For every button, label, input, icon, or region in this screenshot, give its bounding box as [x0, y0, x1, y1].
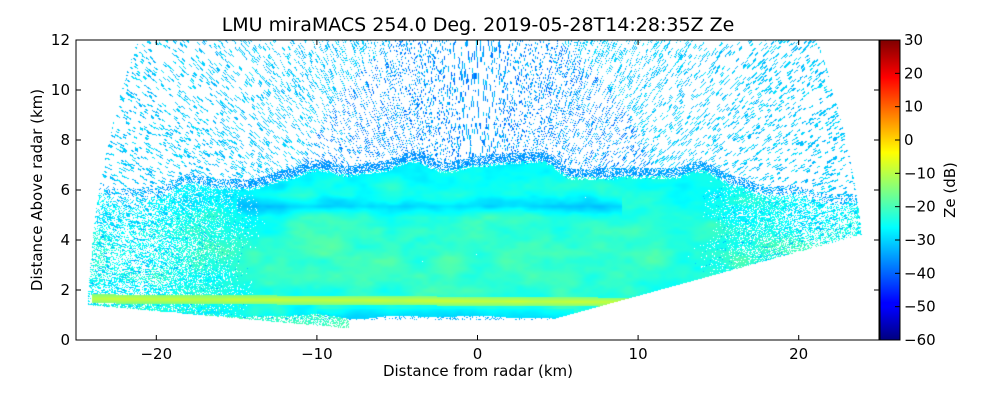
x-tick-label: 0 [473, 345, 483, 363]
colorbar-tick-label: −20 [904, 198, 936, 216]
colorbar-tick-label: −40 [904, 264, 936, 282]
y-tick-label: 8 [60, 131, 70, 149]
x-tick-label: −10 [301, 345, 333, 363]
colorbar-label: Ze (dB) [941, 162, 959, 218]
y-axis-label: Distance Above radar (km) [28, 89, 46, 291]
y-tick-label: 2 [60, 281, 70, 299]
colorbar-tick-label: −30 [904, 231, 936, 249]
colorbar-tick-label: 20 [904, 64, 923, 82]
y-tick-label: 0 [60, 331, 70, 349]
colorbar-tick-label: −50 [904, 298, 936, 316]
colorbar-tick-label: 10 [904, 98, 923, 116]
colorbar-tick-label: −60 [904, 331, 936, 349]
colorbar-tick-label: 30 [904, 31, 923, 49]
x-tick-label: 20 [789, 345, 808, 363]
chart-title: LMU miraMACS 254.0 Deg. 2019-05-28T14:28… [222, 14, 735, 36]
reflectivity-image [76, 40, 879, 340]
y-axis: 0 2 4 6 8 10 12 [51, 31, 879, 349]
colorbar-axis: 30 20 10 0 −10 −20 −30 −40 −50 −60 [895, 31, 936, 349]
y-tick-label: 4 [60, 231, 70, 249]
y-tick-label: 10 [51, 81, 70, 99]
x-tick-label: 10 [629, 345, 648, 363]
colorbar-tick-label: 0 [904, 131, 914, 149]
colorbar [879, 39, 901, 341]
y-tick-label: 12 [51, 31, 70, 49]
x-tick-label: −20 [140, 345, 172, 363]
x-axis-label: Distance from radar (km) [383, 362, 573, 380]
y-tick-label: 6 [60, 181, 70, 199]
x-axis: −20 −10 0 10 20 [140, 40, 808, 363]
colorbar-tick-label: −10 [904, 164, 936, 182]
